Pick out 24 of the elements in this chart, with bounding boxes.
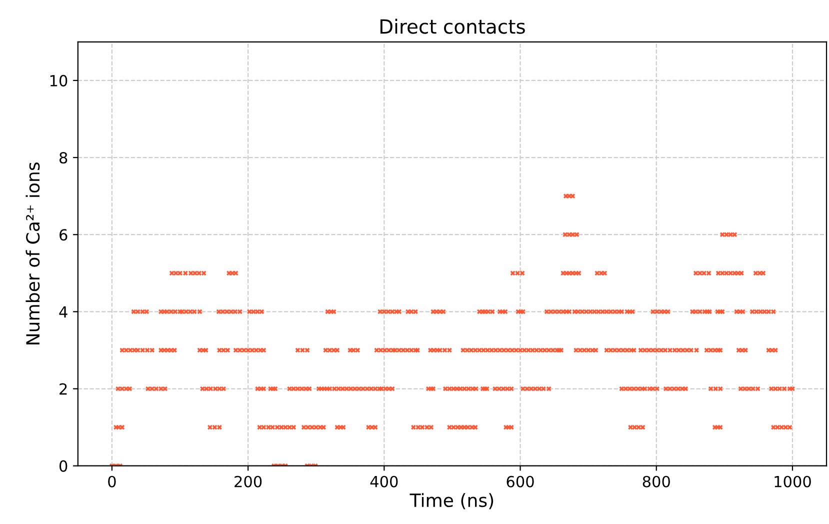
x-tick-label: 0 [108, 476, 116, 488]
x-tick-label: 1000 [774, 476, 811, 488]
point [574, 232, 580, 238]
point [506, 424, 512, 430]
point [562, 232, 568, 238]
y-axis-title: Number of Ca²⁺ ions [26, 162, 40, 344]
point [787, 424, 792, 430]
x-tick-label: 600 [506, 476, 534, 488]
x-axis-title: Time (ns) [410, 493, 494, 510]
chart-title: Direct contacts [380, 18, 525, 34]
y-tick-label: 8 [60, 152, 68, 164]
point [753, 270, 758, 276]
point [594, 270, 600, 276]
y-tick-label: 10 [50, 74, 68, 86]
point [714, 424, 720, 430]
point [640, 424, 646, 430]
y-tick-label: 6 [60, 229, 68, 241]
y-tick-label: 0 [59, 460, 68, 472]
y-tick-label: 4 [59, 306, 68, 318]
x-tick-label: 200 [234, 476, 262, 488]
y-tick-label: 2 [60, 383, 67, 395]
x-tick-label: 400 [370, 476, 398, 488]
x-tick-label: 800 [642, 476, 670, 488]
point [256, 424, 262, 430]
